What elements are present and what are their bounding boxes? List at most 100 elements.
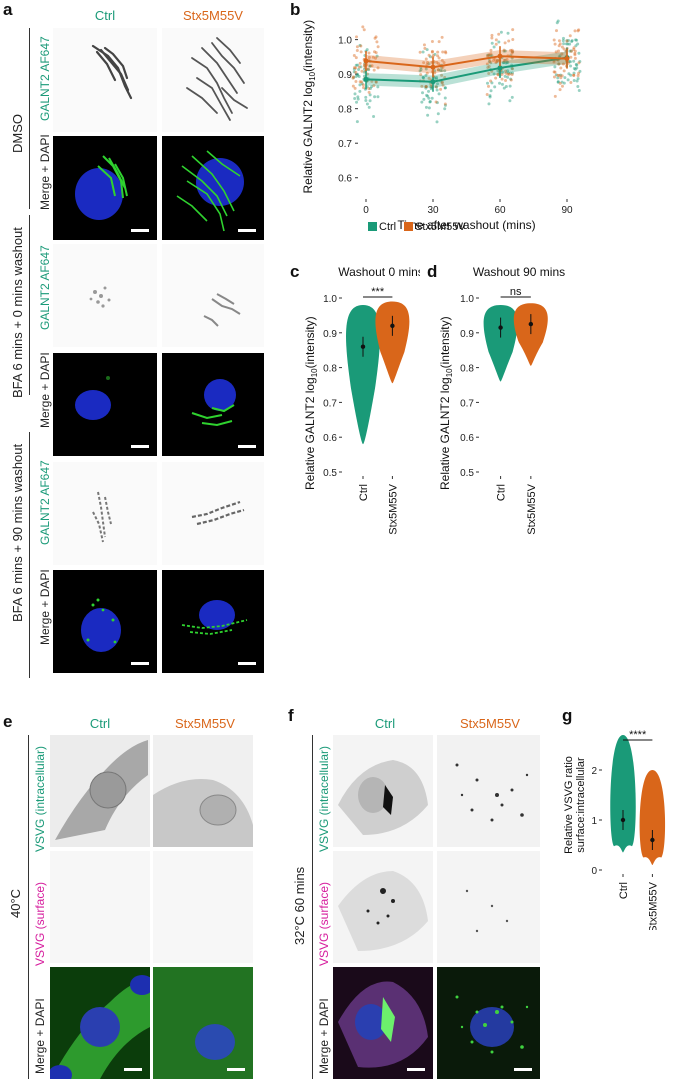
row-label-merge-bfa-0: Merge + DAPI [38,352,52,428]
data-point [419,68,423,72]
data-point [354,63,358,67]
data-point [577,61,581,65]
data-point [430,96,434,100]
panel-label-f: f [288,706,294,725]
data-point [491,59,495,63]
data-point [552,70,556,74]
image-merge-bfa0-ctrl [53,353,157,456]
y-tick-label: 0.8 [338,105,352,116]
data-point [372,115,376,119]
data-point [373,95,377,99]
data-point [440,80,444,84]
y-tick-label: 0.7 [460,398,474,409]
mean-point [363,58,369,64]
data-point [574,38,578,42]
panel-f-header-ctrl: Ctrl [374,716,396,731]
data-point [562,42,566,46]
data-point [368,93,372,97]
data-point [496,69,500,73]
data-point [567,38,571,42]
y-axis-label: Relative VSVG ratio [563,756,575,854]
row-label-merge-bfa-90: Merge + DAPI [38,569,52,645]
data-point [429,83,433,87]
data-point [495,60,499,64]
data-point [560,74,564,78]
data-point [502,49,506,53]
chart-b-timecourse: 0.6 0.7 0.8 0.9 1.0 0 30 60 90 Time after washout… [301,19,582,233]
data-point [351,84,355,88]
y-tick-label: 1 [591,816,597,827]
scale-bar [131,229,149,232]
data-point [576,84,580,88]
y-tick-label: 0.5 [460,468,474,479]
data-point [424,73,428,77]
significance-label: ns [510,286,522,298]
data-point [355,120,359,124]
data-point [490,36,494,40]
data-point [489,48,493,52]
data-point [577,89,581,93]
data-point [430,40,434,44]
data-point [418,50,422,54]
data-point [493,85,497,89]
data-point [553,94,557,98]
data-point [440,73,444,77]
y-tick-label: 1.0 [338,36,352,47]
data-point [558,42,562,46]
data-point [352,54,356,58]
data-point [424,57,428,61]
data-point [359,44,363,48]
data-point [573,49,577,53]
data-point [362,86,366,90]
data-point [503,58,507,62]
data-point [424,105,428,109]
y-tick-label: 0 [591,866,597,877]
data-point [502,48,506,52]
data-point [375,40,379,44]
data-point [500,82,504,86]
data-point [572,46,576,50]
panel-label-c: c [290,262,300,281]
data-point [351,76,355,80]
data-point [368,86,372,90]
data-point [504,79,508,83]
data-point [422,97,426,101]
y-axis-label: Relative GALNT2 log10(intensity) [303,316,319,490]
data-point [355,45,359,49]
data-point [500,70,504,74]
data-point [434,85,438,89]
data-point [424,85,428,89]
violin-stx5m55v [639,770,666,865]
data-point [358,89,362,93]
legend-label-ctrl: Ctrl [379,221,396,233]
data-point [556,80,560,84]
data-point [352,67,356,71]
condition-bracket-40c [28,735,29,1079]
violin-ctrl [610,735,636,853]
data-point [367,90,371,94]
chart-d-violin: 0.5 0.6 0.7 0.8 0.9 1.0 Ctrl Stx5M55V ns Washout … [438,265,565,535]
data-point [421,75,425,79]
data-point [443,86,447,90]
data-point [487,102,491,106]
data-point [498,81,502,85]
data-point [362,28,366,32]
data-point [567,72,571,76]
data-point [440,35,444,39]
data-point [506,75,510,79]
data-point [426,94,430,98]
data-point [443,103,447,107]
panel-label-a: a [3,0,13,19]
image-f-merge-mutant [437,967,540,1079]
data-point [560,80,564,84]
mean-point [363,76,369,82]
y-tick-label: 0.9 [460,329,474,340]
data-point [506,31,510,35]
data-point [357,65,361,69]
data-point [558,54,562,58]
data-point [573,29,577,33]
data-point [572,59,576,63]
data-point [423,46,427,50]
data-point [376,45,380,49]
data-point [365,48,369,52]
